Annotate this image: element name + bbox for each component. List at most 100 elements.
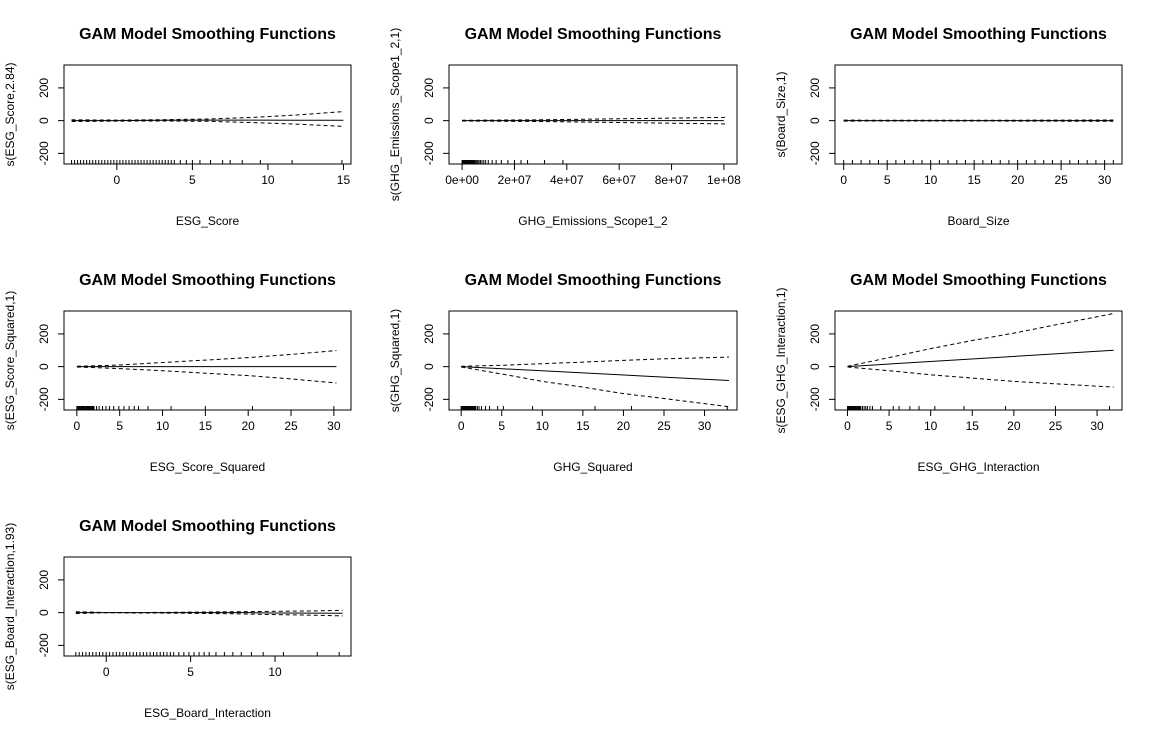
y-tick-label: 200 xyxy=(37,570,51,590)
series-line-fit xyxy=(847,349,1114,368)
y-tick-label: -200 xyxy=(422,141,436,165)
plot-frame xyxy=(448,310,738,411)
x-tick-label: 0 xyxy=(458,419,465,433)
series-line-lower xyxy=(76,366,337,384)
chart-panel-5: GAM Model Smoothing Functions 0 5 10 15 20 25 3… xyxy=(388,272,738,474)
series-line-upper xyxy=(462,116,727,121)
x-tick-label: 25 xyxy=(1054,173,1068,187)
x-tick-label: 10 xyxy=(536,419,550,433)
x-tick-label: 10 xyxy=(261,173,275,187)
y-tick-label: -200 xyxy=(808,141,822,165)
x-tick-label: 5 xyxy=(886,419,893,433)
chart-title: GAM Model Smoothing Functions xyxy=(850,272,1107,289)
chart-title: GAM Model Smoothing Functions xyxy=(465,272,722,289)
series-line-lower xyxy=(847,366,1114,388)
x-tick-label: 5 xyxy=(187,665,194,679)
y-axis-label: s(ESG_Score_Squared,1) xyxy=(3,291,17,430)
x-tick-label: 0 xyxy=(74,419,81,433)
y-tick-label: 200 xyxy=(37,324,51,344)
x-tick-label: 5 xyxy=(884,173,891,187)
series-line-lower xyxy=(461,366,729,408)
series-line-upper xyxy=(847,313,1114,367)
chart-panel-4: GAM Model Smoothing Functions 0 5 10 15 20 25 3… xyxy=(3,272,352,474)
x-tick-label: 30 xyxy=(1090,419,1104,433)
x-axis-label: ESG_Score xyxy=(176,214,240,228)
y-tick-label: 0 xyxy=(37,363,51,370)
x-axis-label: ESG_GHG_Interaction xyxy=(917,460,1039,474)
y-axis-label: s(GHG_Emissions_Scope1_2,1) xyxy=(388,28,402,201)
y-axis-label: s(ESG_GHG_Interaction,1) xyxy=(774,287,788,433)
series-line-fit xyxy=(71,119,344,122)
x-tick-label: 15 xyxy=(337,173,351,187)
x-tick-label: 10 xyxy=(924,173,938,187)
y-axis-label: s(ESG_Score,2.84) xyxy=(3,62,17,166)
x-tick-label: 15 xyxy=(576,419,590,433)
y-tick-label: -200 xyxy=(422,387,436,411)
series-line-lower xyxy=(71,120,344,127)
x-tick-label: 10 xyxy=(924,419,938,433)
chart-panel-3: GAM Model Smoothing Functions 0 5 10 15 20 25 3… xyxy=(774,26,1123,228)
y-tick-label: 200 xyxy=(422,78,436,98)
x-tick-label: 4e+07 xyxy=(550,173,584,187)
y-tick-label: 200 xyxy=(808,78,822,98)
y-tick-label: -200 xyxy=(808,387,822,411)
y-tick-label: 0 xyxy=(808,363,822,370)
x-tick-label: 1e+08 xyxy=(707,173,741,187)
x-tick-label: 30 xyxy=(698,419,712,433)
x-tick-label: 0 xyxy=(114,173,121,187)
y-tick-label: 0 xyxy=(37,609,51,616)
x-tick-label: 0 xyxy=(840,173,847,187)
chart-title: GAM Model Smoothing Functions xyxy=(79,272,336,289)
y-axis-label: s(GHG_Squared,1) xyxy=(388,309,402,412)
chart-title: GAM Model Smoothing Functions xyxy=(850,26,1107,43)
y-axis-label: s(ESG_Board_Interaction,1.93) xyxy=(3,523,17,690)
x-tick-label: 15 xyxy=(199,419,213,433)
x-tick-label: 25 xyxy=(1049,419,1063,433)
plot-frame xyxy=(63,310,352,411)
x-tick-label: 30 xyxy=(327,419,341,433)
y-tick-label: -200 xyxy=(37,141,51,165)
y-axis-label: s(Board_Size,1) xyxy=(774,71,788,157)
x-tick-label: 20 xyxy=(1007,419,1021,433)
y-tick-label: -200 xyxy=(37,387,51,411)
x-axis-label: GHG_Squared xyxy=(553,460,632,474)
x-axis-label: ESG_Score_Squared xyxy=(150,460,265,474)
plot-frame xyxy=(63,64,352,165)
plot-frame xyxy=(834,64,1123,165)
chart-panel-7: GAM Model Smoothing Functions 0 5 10 -200 0 20… xyxy=(3,518,352,720)
plot-frame xyxy=(834,310,1123,411)
x-tick-label: 25 xyxy=(284,419,298,433)
x-tick-label: 5 xyxy=(116,419,123,433)
series-line-upper xyxy=(461,356,729,367)
x-tick-label: 5 xyxy=(189,173,196,187)
x-axis-label: GHG_Emissions_Scope1_2 xyxy=(518,214,668,228)
chart-panel-1: GAM Model Smoothing Functions 0 5 10 15 -200 0… xyxy=(3,26,352,228)
y-tick-label: 0 xyxy=(37,117,51,124)
plot-frame xyxy=(63,556,352,657)
x-tick-label: 15 xyxy=(966,419,980,433)
y-tick-label: 0 xyxy=(808,117,822,124)
y-tick-label: 200 xyxy=(422,324,436,344)
x-axis-label: Board_Size xyxy=(947,214,1009,228)
chart-panel-2: GAM Model Smoothing Functions 0e+00 2e+07 4… xyxy=(388,26,741,228)
series-line-lower xyxy=(462,120,727,125)
series-line-fit xyxy=(461,366,729,381)
x-tick-label: 20 xyxy=(242,419,256,433)
x-tick-label: 10 xyxy=(156,419,170,433)
y-tick-label: 200 xyxy=(808,324,822,344)
plot-frame xyxy=(448,64,738,165)
chart-title: GAM Model Smoothing Functions xyxy=(79,26,336,43)
x-tick-label: 30 xyxy=(1098,173,1112,187)
x-tick-label: 20 xyxy=(1011,173,1025,187)
y-tick-label: -200 xyxy=(37,633,51,657)
x-axis-label: ESG_Board_Interaction xyxy=(144,706,271,720)
x-tick-label: 0 xyxy=(844,419,851,433)
x-tick-label: 15 xyxy=(967,173,981,187)
y-tick-label: 0 xyxy=(422,117,436,124)
chart-title: GAM Model Smoothing Functions xyxy=(465,26,722,43)
series-line-lower xyxy=(75,612,343,617)
x-tick-label: 25 xyxy=(657,419,671,433)
chart-title: GAM Model Smoothing Functions xyxy=(79,518,336,535)
y-tick-label: 200 xyxy=(37,78,51,98)
